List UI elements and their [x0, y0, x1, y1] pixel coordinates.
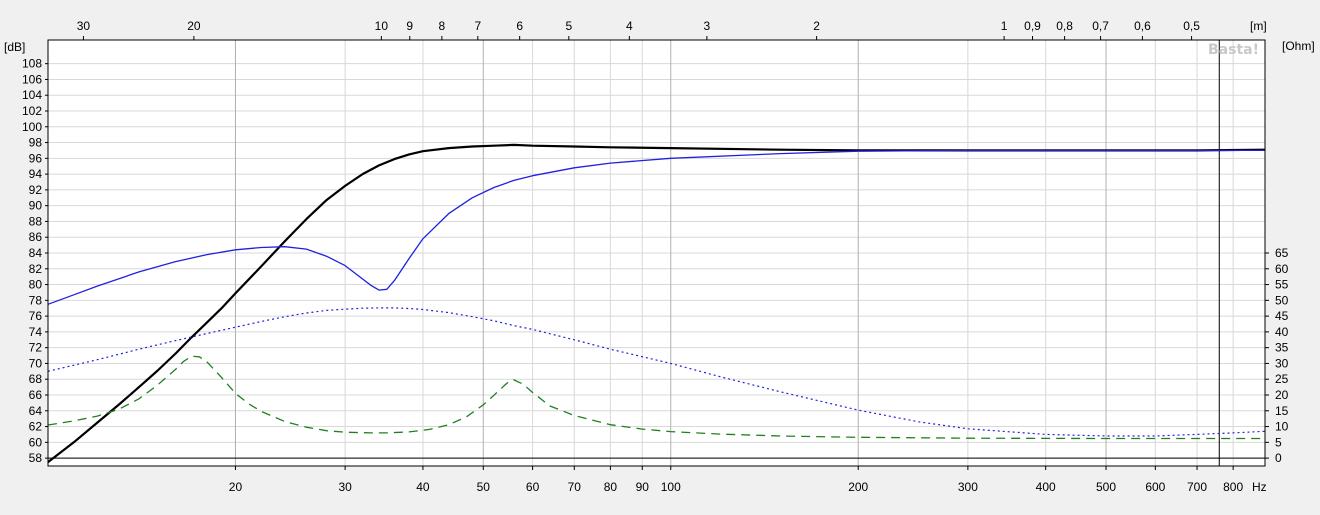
y-left-tick-label: 106: [22, 72, 42, 86]
top-tick-label: 0,8: [1056, 19, 1073, 33]
y-right-tick-label: 0: [1275, 451, 1282, 465]
curves: [47, 143, 1266, 463]
y-left-tick-label: 86: [29, 230, 43, 244]
y-left-tick-label: 66: [29, 388, 43, 402]
top-tick-label: 5: [565, 19, 572, 33]
watermark: Basta!: [1208, 42, 1259, 58]
y-left-tick-label: 74: [29, 325, 43, 339]
y-left-tick-label: 88: [29, 214, 43, 228]
y-right-tick-label: 10: [1275, 420, 1289, 434]
y-left-tick-label: 84: [29, 246, 43, 260]
y-left-tick-label: 64: [29, 404, 43, 418]
y-left-tick-label: 94: [29, 167, 43, 181]
y-left-tick-label: 62: [29, 420, 43, 434]
top-tick-label: 7: [474, 19, 481, 33]
x-tick-label: 300: [958, 480, 978, 494]
x-tick-label: 50: [477, 480, 491, 494]
x-tick-label: 500: [1096, 480, 1116, 494]
x-tick-label: 60: [526, 480, 540, 494]
impedance-curve: [47, 355, 1265, 440]
y-right-tick-label: 55: [1275, 278, 1289, 292]
top-tick-label: 0,9: [1024, 19, 1041, 33]
y-right-tick-label: 40: [1275, 325, 1289, 339]
top-tick-label: 2: [813, 19, 820, 33]
y-right-tick-label: 20: [1275, 388, 1289, 402]
y-left-tick-label: 102: [22, 104, 42, 118]
x-tick-label: 30: [338, 480, 352, 494]
y-right-tick-label: 15: [1275, 404, 1289, 418]
x-tick-label: 600: [1145, 480, 1165, 494]
x-tick-label: 200: [848, 480, 868, 494]
y-left-tick-label: 82: [29, 262, 43, 276]
dotted-curve: [47, 307, 1266, 437]
y-left-tick-label: 60: [29, 435, 43, 449]
y-right-unit-label: [Ohm]: [1282, 39, 1315, 53]
top-tick-label: 1: [1001, 19, 1008, 33]
x-tick-label: 40: [416, 480, 430, 494]
y-left-tick-label: 104: [22, 88, 42, 102]
grid: [48, 40, 1265, 466]
y-left-tick-label: 90: [29, 199, 43, 213]
top-tick-label: 0,6: [1134, 19, 1151, 33]
y-left-tick-label: 80: [29, 278, 43, 292]
y-right-tick-label: 25: [1275, 372, 1289, 386]
y-right-tick-label: 5: [1275, 435, 1282, 449]
top-tick-label: 30: [77, 19, 91, 33]
y-left-tick-label: 108: [22, 57, 42, 71]
y-right-tick-label: 45: [1275, 309, 1289, 323]
y-left-tick-label: 96: [29, 151, 43, 165]
top-tick-label: 6: [516, 19, 523, 33]
x-tick-label: 700: [1187, 480, 1207, 494]
x-tick-label: 80: [604, 480, 618, 494]
y-left-tick-label: 92: [29, 183, 43, 197]
y-right-tick-label: 35: [1275, 341, 1289, 355]
top-tick-label: 0,5: [1183, 19, 1200, 33]
x-tick-label: 20: [229, 480, 243, 494]
spl-curve: [47, 143, 1266, 463]
y-left-tick-label: 70: [29, 356, 43, 370]
axes: 20 30 40 50 60 70 80 90 100 200 300 400 500 600 700 800…: [4, 19, 1315, 494]
y-left-tick-label: 78: [29, 293, 43, 307]
top-tick-label: 20: [187, 19, 201, 33]
y-left-tick-label: 68: [29, 372, 43, 386]
y-right-tick-label: 65: [1275, 246, 1289, 260]
y-left-tick-label: 58: [29, 451, 43, 465]
y-right-tick-label: 30: [1275, 356, 1289, 370]
top-tick-label: 0,7: [1092, 19, 1109, 33]
top-tick-label: 3: [704, 19, 711, 33]
top-tick-label: 10: [375, 19, 389, 33]
y-left-tick-label: 98: [29, 136, 43, 150]
top-tick-label: 8: [439, 19, 446, 33]
x-tick-label: 90: [636, 480, 650, 494]
x-tick-label: 800: [1223, 480, 1243, 494]
blue-curve: [47, 149, 1265, 305]
y-right-tick-label: 50: [1275, 293, 1289, 307]
y-left-tick-label: 72: [29, 341, 43, 355]
x-tick-label: 100: [661, 480, 681, 494]
y-left-unit-label: [dB]: [4, 40, 25, 54]
top-unit-label: [m]: [1250, 19, 1267, 33]
x-tick-label: 400: [1036, 480, 1056, 494]
top-tick-label: 4: [626, 19, 633, 33]
x-tick-label: 70: [568, 480, 582, 494]
top-tick-label: 9: [406, 19, 413, 33]
y-left-tick-label: 100: [22, 120, 42, 134]
y-right-tick-label: 60: [1275, 262, 1289, 276]
x-unit-label: Hz: [1252, 480, 1267, 494]
y-left-tick-label: 76: [29, 309, 43, 323]
